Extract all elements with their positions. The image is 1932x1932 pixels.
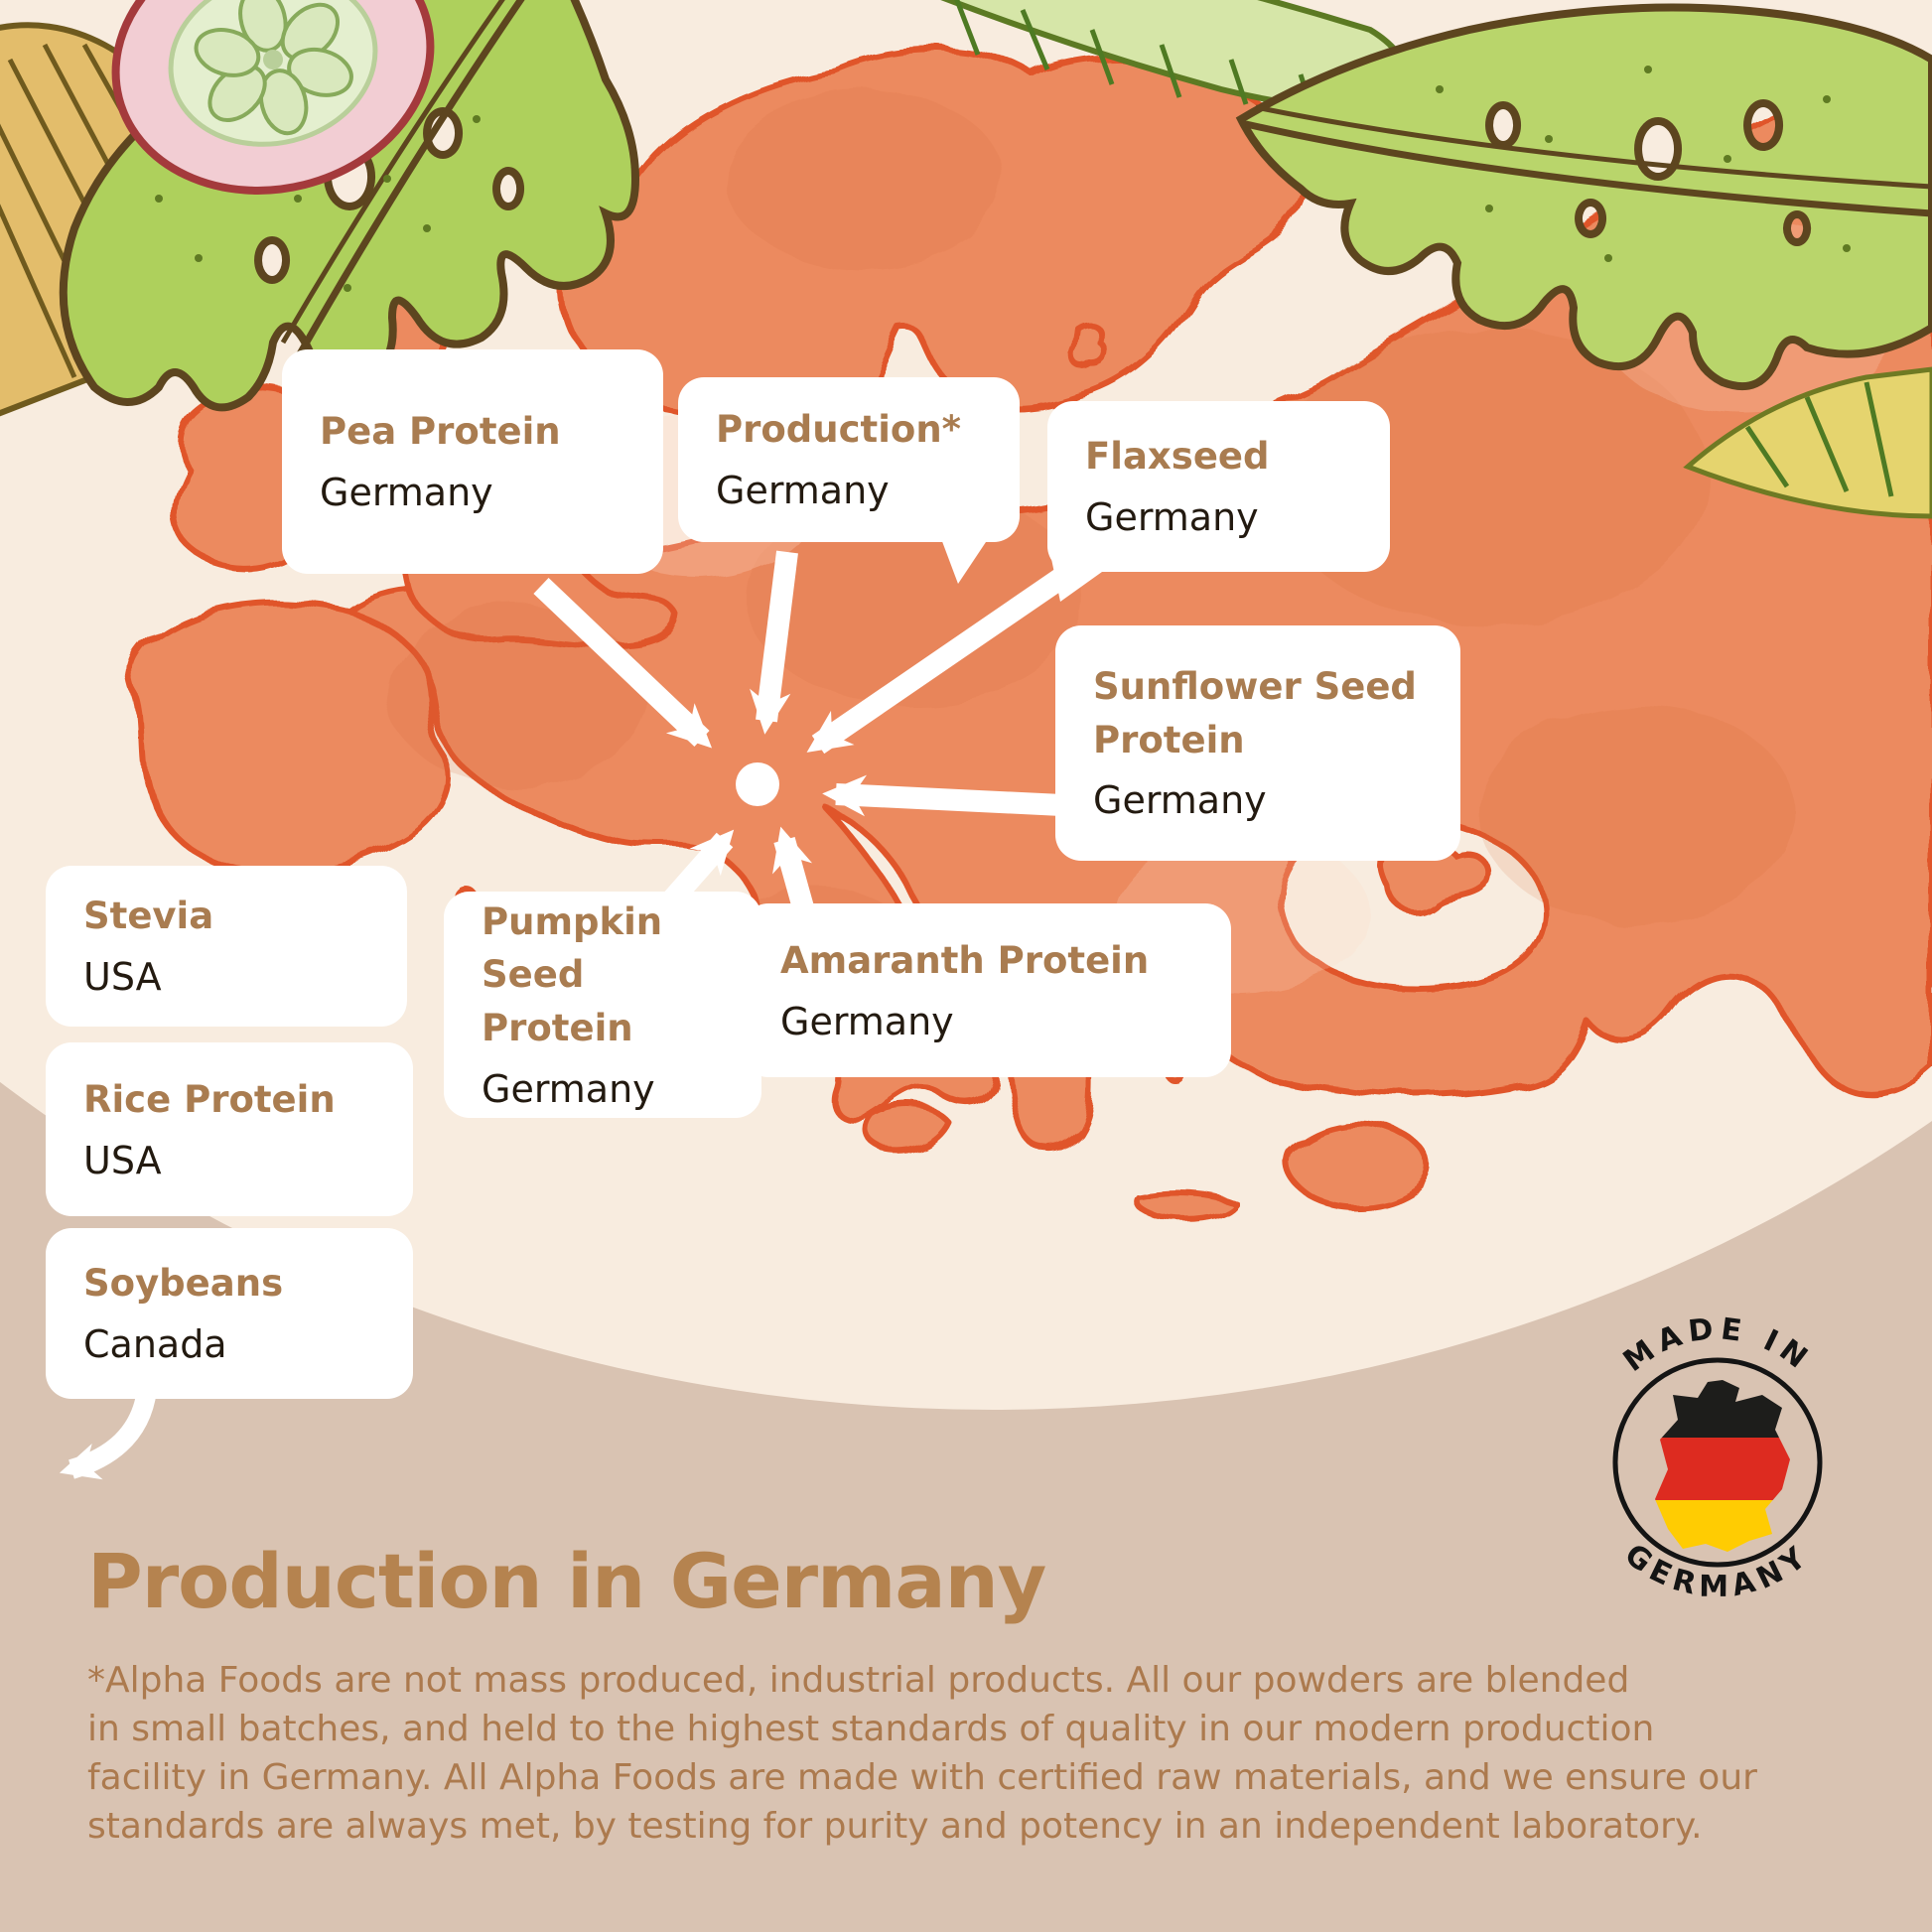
footnote-line: facility in Germany. All Alpha Foods are… [87, 1757, 1757, 1798]
callout-country: Germany [1085, 495, 1259, 540]
monstera-leaf-icon [59, 0, 640, 412]
callout-flaxseed: Flaxseed Germany [1047, 401, 1390, 572]
footnote-line: *Alpha Foods are not mass produced, indu… [87, 1660, 1630, 1701]
monstera-leaf-icon [1235, 3, 1932, 390]
map-gotland [1068, 321, 1108, 369]
callout-country: Canada [83, 1322, 227, 1367]
footnote-paragraph: *Alpha Foods are not mass produced, indu… [87, 1656, 1757, 1851]
callout-pumpkin-seed-protein: Pumpkin Seed Protein Germany [444, 892, 761, 1118]
callout-title: Production* [716, 408, 962, 452]
fruit-slice-icon [111, 0, 435, 195]
footnote-line: in small batches, and held to the highes… [87, 1709, 1655, 1749]
leaf-speckles [1436, 66, 1851, 262]
callout-country: Germany [1093, 778, 1267, 823]
callout-title: Soybeans [83, 1262, 284, 1306]
svg-text:GERMANY: GERMANY [1618, 1537, 1818, 1604]
callout-country: USA [83, 955, 162, 1000]
page-title: Production in Germany [87, 1537, 1046, 1625]
map-sicily [865, 1104, 951, 1155]
map-crete [1132, 1188, 1239, 1223]
callout-amaranth-protein: Amaranth Protein Germany [743, 903, 1231, 1077]
badge-bottom-text: GERMANY [1618, 1537, 1812, 1604]
striped-leaf-icon [940, 0, 1415, 113]
callout-country: Germany [716, 469, 890, 513]
callout-stevia: Stevia USA [46, 866, 407, 1027]
callout-title: Rice Protein [83, 1077, 336, 1121]
callout-title: Flaxseed [1085, 435, 1270, 479]
callout-sunflower-seed-protein: Sunflower Seed Protein Germany [1055, 625, 1460, 861]
callout-country: USA [83, 1138, 162, 1182]
map-cyprus [1284, 1122, 1434, 1211]
tropical-leaves-top-right [940, 0, 1932, 519]
leaf-speckles [155, 95, 481, 292]
callout-title: Amaranth Protein [780, 938, 1150, 982]
striped-leaf-icon [0, 22, 209, 417]
callout-title: Pumpkin Seed Protein [482, 899, 663, 1050]
callout-production: Production* Germany [678, 377, 1020, 542]
callout-country: Germany [320, 471, 493, 515]
map-iberia [128, 599, 450, 876]
callout-title: Pea Protein [320, 410, 561, 454]
callout-country: Germany [780, 999, 954, 1043]
callout-title: Stevia [83, 895, 214, 938]
callout-country: Germany [482, 1066, 655, 1111]
footnote-line: standards are always met, by testing for… [87, 1806, 1703, 1847]
callout-soybeans: Soybeans Canada [46, 1228, 413, 1399]
striped-leaf-icon [1683, 366, 1932, 519]
callout-rice-protein: Rice Protein USA [46, 1042, 413, 1216]
callout-title: Sunflower Seed Protein [1093, 665, 1417, 761]
callout-pea-protein: Pea Protein Germany [282, 349, 663, 574]
